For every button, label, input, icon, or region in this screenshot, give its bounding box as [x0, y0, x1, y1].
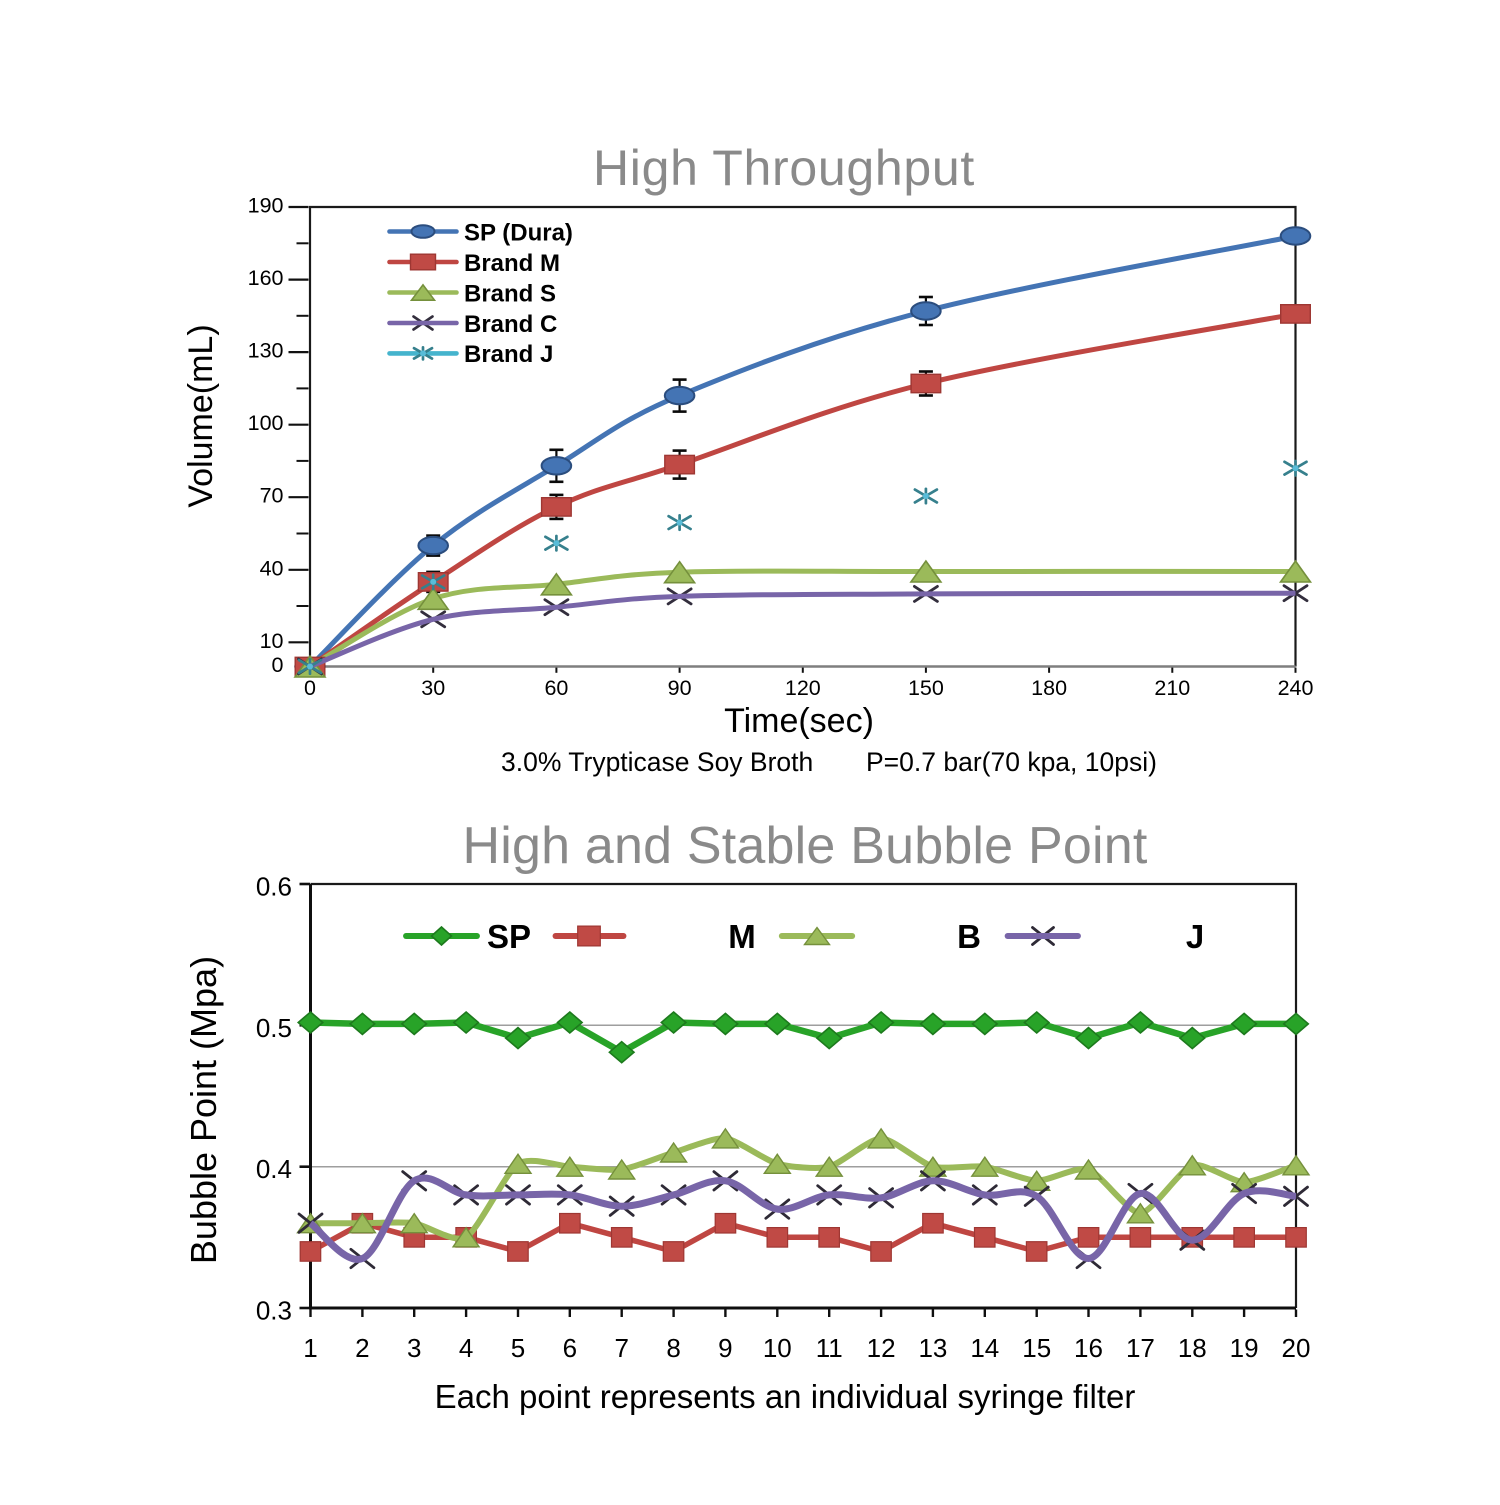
svg-text:High Throughput: High Throughput	[593, 140, 975, 196]
svg-text:160: 160	[248, 266, 284, 290]
svg-text:1: 1	[303, 1333, 317, 1363]
svg-text:8: 8	[666, 1333, 680, 1363]
svg-text:12: 12	[867, 1333, 896, 1363]
svg-text:2: 2	[355, 1333, 369, 1363]
svg-text:Brand C: Brand C	[464, 311, 557, 338]
svg-text:17: 17	[1126, 1333, 1155, 1363]
svg-text:0.3: 0.3	[256, 1296, 292, 1326]
svg-text:4: 4	[459, 1333, 473, 1363]
svg-text:60: 60	[544, 676, 568, 700]
svg-text:210: 210	[1154, 676, 1190, 700]
svg-text:J: J	[1186, 918, 1204, 955]
svg-text:0: 0	[272, 653, 284, 677]
svg-text:Brand J: Brand J	[464, 341, 553, 368]
svg-text:15: 15	[1022, 1333, 1051, 1363]
svg-text:3: 3	[407, 1333, 421, 1363]
svg-text:7: 7	[614, 1333, 628, 1363]
svg-text:150: 150	[908, 676, 944, 700]
svg-text:Time(sec): Time(sec)	[724, 702, 874, 740]
svg-text:9: 9	[718, 1333, 732, 1363]
svg-text:0.5: 0.5	[256, 1013, 292, 1043]
svg-text:130: 130	[248, 339, 284, 363]
svg-text:0.4: 0.4	[256, 1154, 292, 1184]
svg-text:16: 16	[1074, 1333, 1103, 1363]
svg-text:M: M	[728, 918, 756, 955]
svg-text:Volume(mL): Volume(mL)	[182, 324, 220, 507]
svg-text:90: 90	[668, 676, 692, 700]
svg-text:B: B	[957, 918, 981, 955]
svg-text:3.0% Trypticase Soy Broth: 3.0% Trypticase Soy Broth	[501, 747, 813, 777]
svg-text:11: 11	[816, 1333, 843, 1363]
svg-text:10: 10	[260, 629, 284, 653]
svg-text:70: 70	[260, 484, 284, 508]
svg-text:240: 240	[1278, 676, 1314, 700]
svg-text:18: 18	[1178, 1333, 1207, 1363]
svg-text:Brand S: Brand S	[464, 280, 556, 307]
svg-text:0: 0	[304, 676, 316, 700]
svg-text:SP: SP	[487, 918, 531, 955]
svg-text:5: 5	[511, 1333, 525, 1363]
svg-text:14: 14	[970, 1333, 999, 1363]
svg-text:SP (Dura): SP (Dura)	[464, 219, 573, 246]
svg-text:13: 13	[918, 1333, 947, 1363]
svg-text:High and Stable Bubble Point: High and Stable Bubble Point	[463, 817, 1148, 875]
svg-text:180: 180	[1031, 676, 1067, 700]
svg-text:10: 10	[763, 1333, 792, 1363]
svg-text:0.6: 0.6	[256, 872, 292, 902]
svg-text:100: 100	[248, 411, 284, 435]
svg-text:120: 120	[785, 676, 821, 700]
svg-text:40: 40	[260, 556, 284, 580]
svg-text:Each point represents an indiv: Each point represents an individual syri…	[435, 1378, 1136, 1415]
svg-text:30: 30	[421, 676, 445, 700]
svg-text:P=0.7 bar(70 kpa, 10psi): P=0.7 bar(70 kpa, 10psi)	[866, 747, 1157, 777]
svg-text:Brand M: Brand M	[464, 250, 560, 277]
svg-text:Bubble Point (Mpa): Bubble Point (Mpa)	[183, 956, 224, 1264]
svg-text:20: 20	[1282, 1333, 1311, 1363]
svg-text:6: 6	[563, 1333, 577, 1363]
svg-text:19: 19	[1230, 1333, 1259, 1363]
svg-text:190: 190	[248, 194, 284, 218]
